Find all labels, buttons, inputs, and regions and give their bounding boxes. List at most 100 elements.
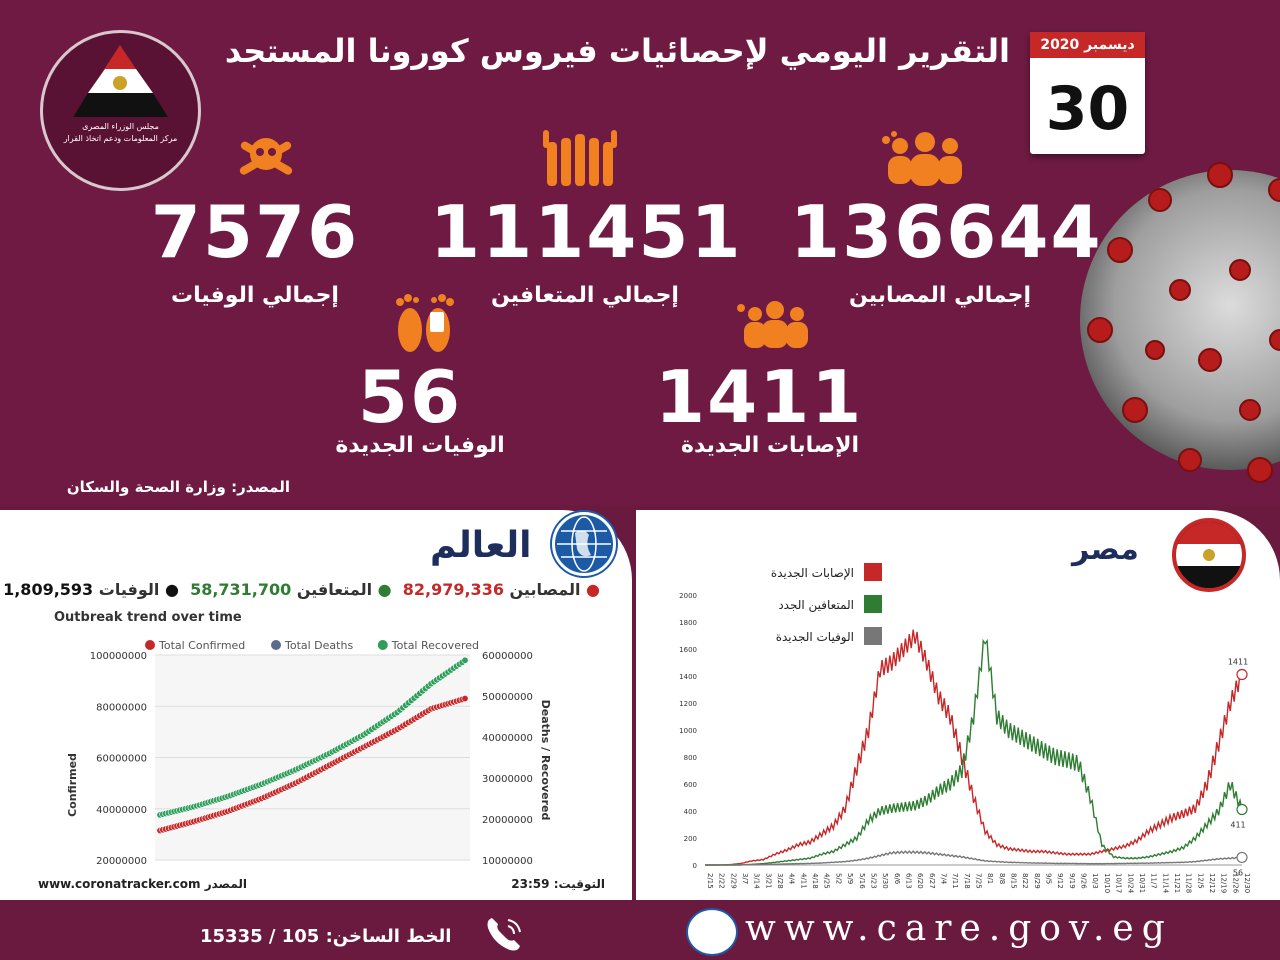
egypt-panel bbox=[636, 510, 1280, 900]
egypt-end-marker bbox=[1236, 803, 1248, 816]
world-legend-label: Total Confirmed bbox=[158, 639, 245, 652]
world-y2-tick: 30000000 bbox=[482, 774, 533, 785]
world-time: التوقيت: 23:59 bbox=[500, 877, 605, 891]
new-deaths-label: الوفيات الجديدة bbox=[335, 433, 505, 458]
feet-tag-icon bbox=[390, 292, 460, 360]
egypt-series-line bbox=[705, 629, 1243, 866]
world-legend-label: Total Deaths bbox=[284, 639, 353, 652]
world-recovered-value: 58,731,700 bbox=[190, 580, 292, 599]
egypt-x-tick: 3/7 bbox=[741, 873, 749, 884]
egypt-x-tick: 6/20 bbox=[916, 873, 924, 889]
egypt-x-tick: 7/18 bbox=[963, 873, 971, 889]
egypt-x-tick: 5/23 bbox=[869, 873, 877, 889]
world-y2-tick: 40000000 bbox=[482, 733, 533, 744]
egypt-x-tick: 12/26 bbox=[1231, 873, 1239, 894]
egypt-x-tick: 4/4 bbox=[788, 873, 796, 885]
egypt-series-line bbox=[705, 850, 1243, 866]
egypt-x-tick: 8/15 bbox=[1010, 873, 1018, 889]
world-source: www.coronatracker.com المصدر bbox=[38, 877, 248, 891]
world-chart: Outbreak trend over time Total Confirmed T… bbox=[54, 610, 552, 867]
website-link[interactable]: www.care.gov.eg bbox=[745, 908, 1173, 949]
people-group-icon bbox=[880, 130, 970, 190]
egypt-y-tick: 600 bbox=[684, 781, 697, 789]
egypt-legend-label: المتعافين الجدد bbox=[778, 598, 854, 613]
egypt-y-tick: 1000 bbox=[679, 727, 697, 735]
world-y2-tick: 60000000 bbox=[482, 651, 533, 662]
egypt-legend-label: الوفيات الجديدة bbox=[776, 630, 854, 645]
egypt-end-marker bbox=[1236, 851, 1248, 864]
egypt-x-tick: 10/24 bbox=[1126, 873, 1134, 894]
world-legend-marker bbox=[145, 640, 155, 650]
egypt-x-tick: 2/22 bbox=[718, 873, 726, 889]
egypt-x-tick: 5/9 bbox=[846, 873, 854, 884]
hotline-text: الخط الساخن: 105 / 15335 bbox=[200, 926, 452, 947]
phone-icon bbox=[482, 912, 526, 956]
egypt-x-tick: 10/17 bbox=[1115, 873, 1123, 893]
world-point bbox=[461, 656, 469, 664]
world-title: العالم bbox=[430, 525, 532, 566]
egypt-x-tick: 3/14 bbox=[753, 873, 761, 889]
egypt-y-tick: 800 bbox=[684, 754, 697, 762]
egypt-y-tick: 200 bbox=[684, 835, 697, 843]
egypt-x-tick: 2/29 bbox=[729, 873, 737, 889]
world-confirmed-label: المصابين bbox=[509, 580, 581, 599]
world-deaths-label: الوفيات bbox=[98, 580, 160, 599]
egypt-x-tick: 12/30 bbox=[1243, 873, 1251, 893]
world-deaths-value: 1,809,593 bbox=[3, 580, 94, 599]
people-group-small-icon bbox=[735, 300, 815, 350]
world-y-tick: 80000000 bbox=[96, 702, 147, 713]
world-legend-label: Total Recovered bbox=[391, 639, 479, 652]
egypt-x-tick: 8/22 bbox=[1021, 873, 1029, 889]
world-legend-marker bbox=[271, 640, 281, 650]
world-y-tick: 40000000 bbox=[96, 805, 147, 816]
egypt-x-tick: 9/26 bbox=[1080, 873, 1088, 889]
new-cases-label: الإصابات الجديدة bbox=[680, 433, 860, 458]
egypt-x-tick: 5/30 bbox=[881, 873, 889, 889]
total-recovered-value: 111451 bbox=[430, 190, 743, 274]
egypt-x-tick: 4/11 bbox=[799, 873, 807, 889]
egypt-x-tick: 11/28 bbox=[1185, 873, 1193, 893]
skull-crossbones-icon bbox=[235, 132, 297, 188]
egypt-x-tick: 7/11 bbox=[951, 873, 959, 889]
egypt-x-tick: 10/3 bbox=[1091, 873, 1099, 889]
egypt-end-label: 411 bbox=[1230, 821, 1245, 830]
total-deaths-value: 7576 bbox=[150, 190, 360, 274]
egypt-x-tick: 5/16 bbox=[858, 873, 866, 889]
world-point bbox=[461, 695, 469, 703]
world-confirmed-value: 82,979,336 bbox=[402, 580, 504, 599]
world-legend-marker bbox=[377, 640, 388, 650]
egypt-x-tick: 9/12 bbox=[1056, 873, 1064, 889]
world-y-tick: 60000000 bbox=[96, 754, 147, 765]
egypt-legend-swatch bbox=[864, 563, 882, 581]
egypt-x-tick: 12/5 bbox=[1196, 873, 1204, 889]
egypt-y-tick: 1800 bbox=[679, 619, 697, 627]
egypt-x-tick: 9/5 bbox=[1045, 873, 1053, 884]
egypt-x-tick: 6/13 bbox=[904, 873, 912, 889]
egypt-legend-label: الإصابات الجديدة bbox=[771, 566, 854, 580]
world-time-value: 23:59 bbox=[511, 877, 550, 891]
top-section: مجلس الوزراء المصرى مركز المعلومات ودعم … bbox=[40, 30, 1280, 496]
egypt-x-tick: 4/18 bbox=[811, 873, 819, 889]
total-recovered-label: إجمالي المتعافين bbox=[491, 283, 679, 308]
egypt-legend-swatch bbox=[864, 627, 882, 645]
egypt-x-tick: 2/15 bbox=[706, 873, 714, 889]
egypt-x-tick: 8/1 bbox=[986, 873, 994, 884]
egypt-x-tick: 5/2 bbox=[834, 873, 842, 884]
page-title: التقرير اليومي لإحصائيات فيروس كورونا ال… bbox=[224, 32, 1010, 70]
egypt-x-tick: 11/7 bbox=[1150, 873, 1158, 889]
egypt-x-tick: 11/14 bbox=[1161, 873, 1169, 894]
total-deaths-label: إجمالي الوفيات bbox=[171, 283, 339, 308]
egypt-x-tick: 7/4 bbox=[939, 873, 947, 885]
total-cases-value: 136644 bbox=[790, 190, 1103, 274]
care-logo bbox=[686, 908, 738, 956]
globe-icon bbox=[552, 512, 616, 576]
logo: مجلس الوزراء المصرى مركز المعلومات ودعم … bbox=[40, 30, 201, 191]
world-stats: ● المصابين 82,979,336 ● المتعافين 58,731… bbox=[3, 580, 600, 599]
egypt-x-tick: 12/12 bbox=[1208, 873, 1216, 893]
flag-triangle-icon bbox=[73, 45, 168, 117]
egypt-end-label: 56 bbox=[1233, 868, 1243, 877]
egypt-title: مصر bbox=[1072, 532, 1139, 567]
egypt-series-line bbox=[705, 638, 1243, 866]
egypt-x-tick: 4/25 bbox=[823, 873, 831, 889]
egypt-x-tick: 10/10 bbox=[1103, 873, 1111, 893]
